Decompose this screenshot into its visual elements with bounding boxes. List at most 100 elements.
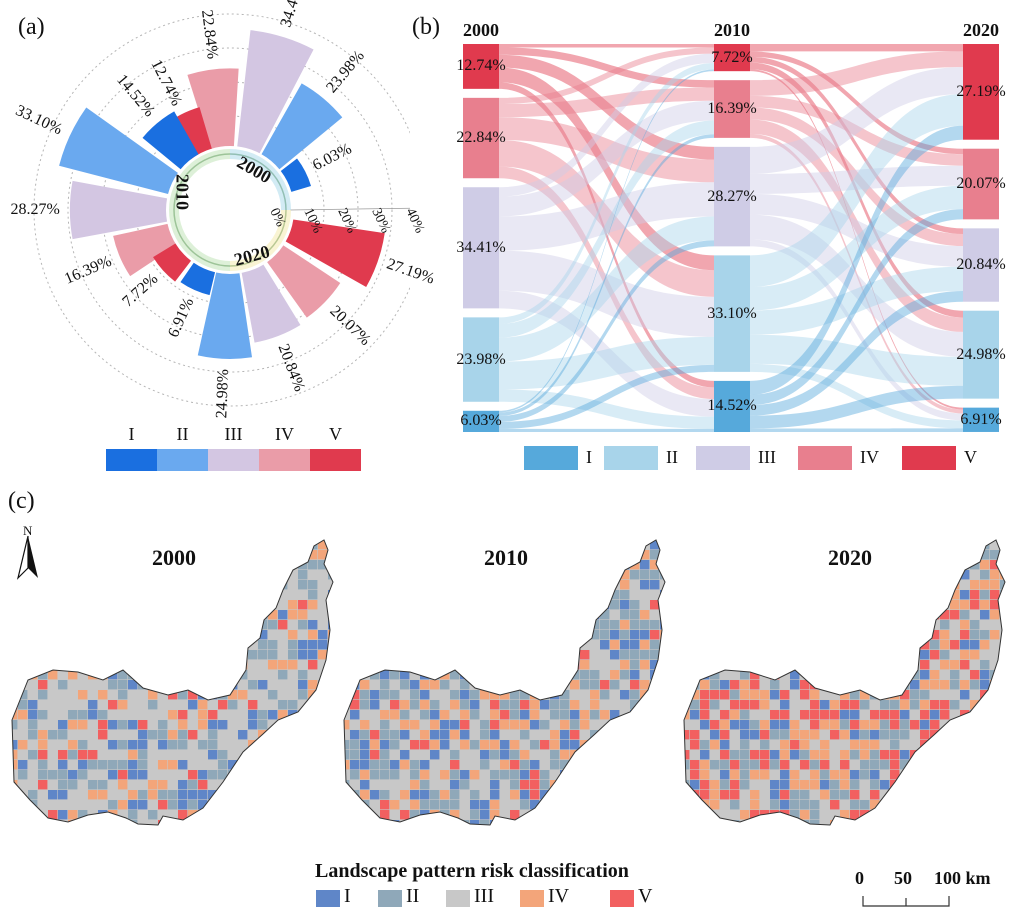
map-cell <box>490 750 500 760</box>
map-cell <box>328 820 333 825</box>
map-cell <box>830 620 840 630</box>
map-cell <box>360 630 370 640</box>
map-cell <box>610 610 620 620</box>
map-cell <box>208 620 218 630</box>
map-cell <box>900 810 910 820</box>
map-cell <box>108 600 118 610</box>
map-cell <box>880 720 890 730</box>
map-cell <box>850 780 860 790</box>
map-cell <box>750 650 760 660</box>
map-cell <box>360 810 370 820</box>
map-cell <box>28 620 38 630</box>
map-cell <box>370 770 380 780</box>
map-cell <box>910 560 920 570</box>
map-cell <box>248 620 258 630</box>
map-cell <box>790 730 800 740</box>
map-cell <box>950 650 960 660</box>
map-cell <box>450 780 460 790</box>
map-cell <box>168 660 178 670</box>
map-cell <box>730 730 740 740</box>
map-cell <box>600 760 610 770</box>
map-cell <box>720 640 730 650</box>
scale-100: 100 km <box>934 868 991 888</box>
map-cell <box>730 640 740 650</box>
map-cell <box>520 590 530 600</box>
map-cell <box>900 560 910 570</box>
map-cell <box>490 740 500 750</box>
map-cell <box>108 570 118 580</box>
map-cell <box>238 800 248 810</box>
flow-2000-II-to-2010-III <box>499 216 714 362</box>
map-cell <box>790 560 800 570</box>
map-cell <box>298 820 308 825</box>
map-cell <box>308 530 317 539</box>
map-cell <box>900 630 910 640</box>
map-cell <box>730 800 740 810</box>
map-cell <box>860 600 870 610</box>
map-cell <box>178 790 188 800</box>
map-cell <box>198 590 208 600</box>
map-cell <box>810 590 820 600</box>
map-cell <box>48 540 58 550</box>
map-cell <box>470 830 479 839</box>
map-cell <box>760 790 770 800</box>
map-cell <box>720 530 729 539</box>
map-cell <box>620 590 630 600</box>
map-cell <box>328 680 333 690</box>
map-cell <box>990 570 1000 580</box>
map-cell <box>640 680 650 690</box>
map-cell <box>420 570 430 580</box>
map-cell <box>198 830 207 839</box>
map-cell <box>470 570 480 580</box>
map-cell <box>990 540 1000 550</box>
map-cell <box>960 540 970 550</box>
map-cell <box>860 530 869 539</box>
map-cell <box>178 660 188 670</box>
map-cell <box>980 560 990 570</box>
map-cell <box>620 770 630 780</box>
map-cell <box>840 660 850 670</box>
map-cell <box>910 770 920 780</box>
map-cell <box>530 810 540 820</box>
map-cell <box>630 600 640 610</box>
map-cell <box>288 800 298 810</box>
map-cell <box>308 710 318 720</box>
map-cell <box>490 570 500 580</box>
map-cell <box>1000 580 1005 590</box>
map-cell <box>910 570 920 580</box>
map-cell <box>228 800 238 810</box>
map-cell <box>128 680 138 690</box>
map-cell <box>900 790 910 800</box>
map-cell <box>298 790 308 800</box>
map-cell <box>38 570 48 580</box>
map-cell <box>430 590 440 600</box>
map-cell <box>540 650 550 660</box>
map-cell <box>168 630 178 640</box>
map-cell <box>550 660 560 670</box>
map-cell <box>18 590 28 600</box>
map-cell <box>920 830 929 839</box>
map-cell <box>298 650 308 660</box>
map-cell <box>710 740 720 750</box>
map-cell <box>540 800 550 810</box>
map-cell <box>318 750 328 760</box>
map-cell <box>810 720 820 730</box>
map-cell <box>580 600 590 610</box>
map-cell <box>900 570 910 580</box>
map-cell <box>48 590 58 600</box>
map-cell <box>510 570 520 580</box>
map-cell <box>178 740 188 750</box>
map-cell <box>930 810 940 820</box>
map-cell <box>640 790 650 800</box>
map-cell <box>890 720 900 730</box>
map-cell <box>660 600 665 610</box>
map-cell <box>590 590 600 600</box>
map-cell <box>490 730 500 740</box>
map-cell <box>830 640 840 650</box>
map-cell <box>660 540 665 550</box>
map-cell <box>108 720 118 730</box>
map-cell <box>500 780 510 790</box>
map-cell <box>920 600 930 610</box>
map-cell <box>870 580 880 590</box>
map-cell <box>158 640 168 650</box>
